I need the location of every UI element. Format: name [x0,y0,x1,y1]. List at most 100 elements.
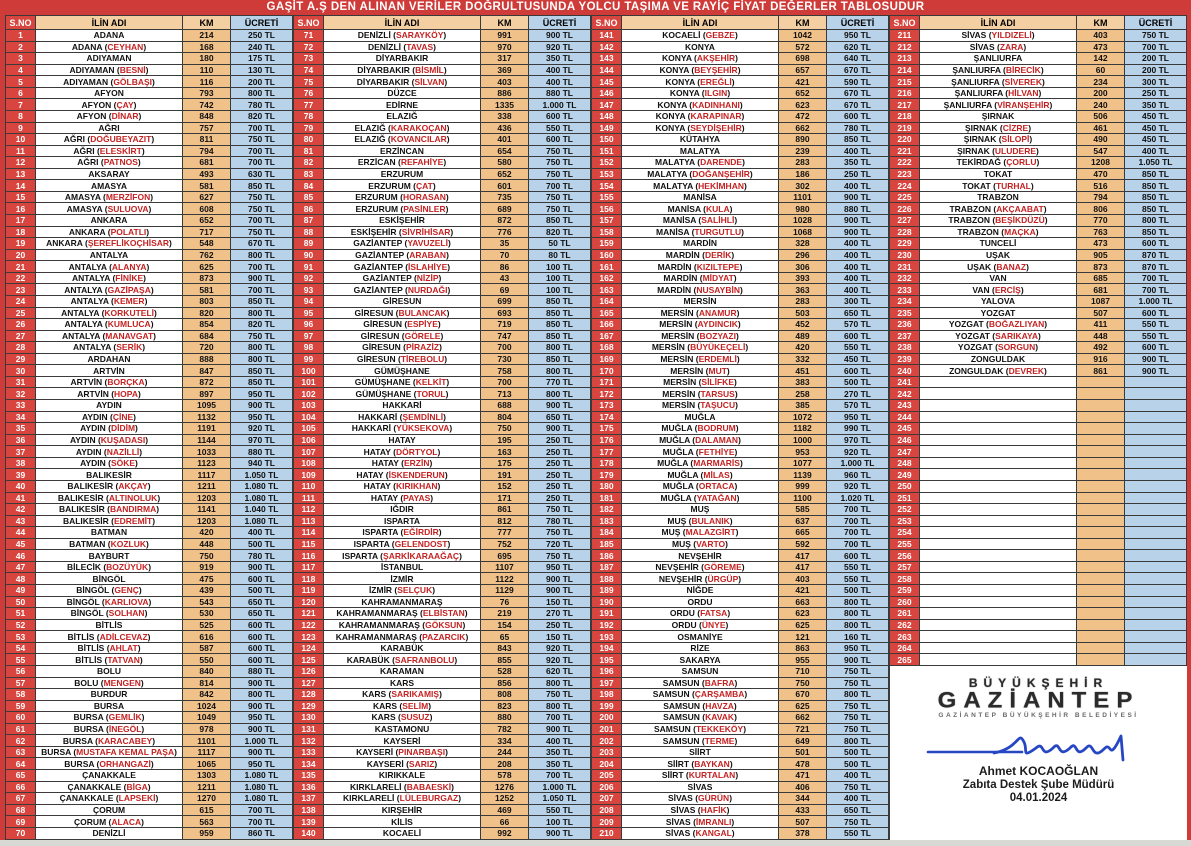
fare-cell: 1.000 TL [1124,294,1187,308]
sno-cell: 254 [889,526,920,539]
sno-cell: 63 [5,745,36,759]
sno-cell: 3 [5,52,36,65]
table-row: 194 RİZE 863 950 TL [591,641,889,655]
province-cell: KARS (SUSUZ) [323,711,481,724]
fare-cell: 950 TL [826,410,889,424]
km-cell: 955 [778,653,827,666]
table-row: 250 [889,479,1187,493]
sno-cell: 259 [889,584,920,597]
province-cell: BİTLİS (AHLAT) [35,641,183,655]
sno-cell: 177 [591,445,622,458]
province-cell: ANTALYA (KEMER) [35,294,183,308]
province-cell [919,456,1077,470]
sno-cell: 98 [293,341,324,354]
sno-cell: 134 [293,757,324,770]
sno-cell: 127 [293,676,324,690]
km-cell: 383 [778,375,827,389]
fare-cell: 900 TL [528,584,591,597]
province-cell: DİYARBAKIR [323,52,481,65]
fare-cell [1124,653,1187,666]
province-cell: BALIKESİR [35,468,183,481]
sno-cell: 135 [293,769,324,782]
km-cell: 472 [778,109,827,123]
header-fare: ÜCRETİ [1124,15,1187,30]
district-name: HOPA [114,388,138,399]
district-name: PINARBAŞI [398,747,446,758]
district-name: KUŞADASI [100,434,146,445]
km-cell: 848 [182,109,231,123]
header-sno: S.NO [591,15,622,30]
province-cell: TRABZON [919,190,1077,204]
table-row: 256 [889,549,1187,562]
table-row: 265 [889,653,1187,666]
km-cell: 1303 [182,769,231,782]
sno-cell: 61 [5,722,36,736]
province-cell: ŞIRNAK (ULUDERE) [919,144,1077,158]
km-cell: 681 [182,156,231,169]
province-cell: SİVAS (GÜRÜN) [621,792,779,805]
km-cell: 980 [778,202,827,215]
table-row: 160 MARDİN (DERİK) 296 400 TL [591,248,889,262]
table-row: 176 MUĞLA (DALAMAN) 1000 970 TL [591,433,889,447]
fare-cell: 750 TL [528,156,591,169]
district-name: ÜRGÜP [707,573,739,584]
km-cell: 623 [778,607,827,620]
table-row: 109 HATAY (İSKENDERUN) 191 250 TL [293,468,591,481]
district-name: KIZILTEPE [696,261,740,272]
km-cell [1076,468,1125,481]
district-name: KANGAL [695,828,732,839]
fare-cell: 850 TL [1124,167,1187,181]
table-row: 163 MARDİN (NUSAYBİN) 363 400 TL [591,283,889,296]
province-cell: KONYA (ILGIN) [621,86,779,100]
fare-cell: 600 TL [826,549,889,562]
sno-cell: 114 [293,526,324,539]
province-cell: ISPARTA (ŞARKİKARAAĞAÇ) [323,549,481,562]
sno-cell: 151 [591,144,622,158]
province-cell: BALIKESİR (ALTINOLUK) [35,491,183,505]
sno-cell: 166 [591,318,622,331]
province-cell: MUĞLA (BODRUM) [621,422,779,435]
table-row: 125 KARABÜK (SAFRANBOLU) 855 920 TL [293,653,591,666]
km-cell [1076,572,1125,585]
sno-cell: 38 [5,456,36,470]
table-row: 45 BATMAN (KOZLUK) 448 500 TL [5,537,293,551]
table-row: 46 BAYBURT 750 780 TL [5,549,293,562]
sno-cell: 193 [591,630,622,643]
sno-cell: 171 [591,375,622,389]
province-cell: MERSİN (TARSUS) [621,387,779,400]
district-name: GÖLBAŞI [113,76,153,87]
table-row: 235 YOZGAT 507 600 TL [889,306,1187,320]
province-cell [919,584,1077,597]
table-row: 189 NİĞDE 421 500 TL [591,584,889,597]
province-cell: MERSİN (MUT) [621,364,779,377]
km-cell: 66 [480,815,529,828]
table-row: 105 HAKKARİ (YÜKSEKOVA) 750 900 TL [293,422,591,435]
km-cell: 812 [480,514,529,528]
sno-cell: 215 [889,75,920,88]
km-cell: 978 [182,722,231,736]
fare-cell: 950 TL [230,410,293,424]
sno-cell: 232 [889,271,920,285]
fare-cell [1124,479,1187,493]
province-cell: MANİSA (SALİHLİ) [621,214,779,227]
table-row: 236 YOZGAT (BOĞAZLIYAN) 411 550 TL [889,318,1187,331]
km-cell: 803 [182,294,231,308]
province-cell: ARTVİN (HOPA) [35,387,183,400]
fare-cell: 750 TL [826,676,889,690]
district-name: YATAĞAN [696,492,737,503]
km-cell [1076,456,1125,470]
district-name: BODRUM [697,423,736,434]
km-cell: 757 [182,121,231,135]
fare-cell: 620 TL [528,664,591,678]
fare-table-grid: S.NO İLİN ADI KM ÜCRETİ 211 SİVAS (YILDIZELİ)… [889,15,1187,666]
sno-cell: 180 [591,479,622,493]
km-cell: 116 [182,75,231,88]
fare-cell [1124,387,1187,400]
fare-cell: 870 TL [1124,260,1187,273]
sno-cell: 145 [591,75,622,88]
sno-cell: 158 [591,225,622,239]
fare-cell: 620 TL [826,40,889,54]
km-cell: 1211 [182,479,231,493]
sno-cell: 247 [889,445,920,458]
fare-cell: 1.000 TL [528,780,591,794]
